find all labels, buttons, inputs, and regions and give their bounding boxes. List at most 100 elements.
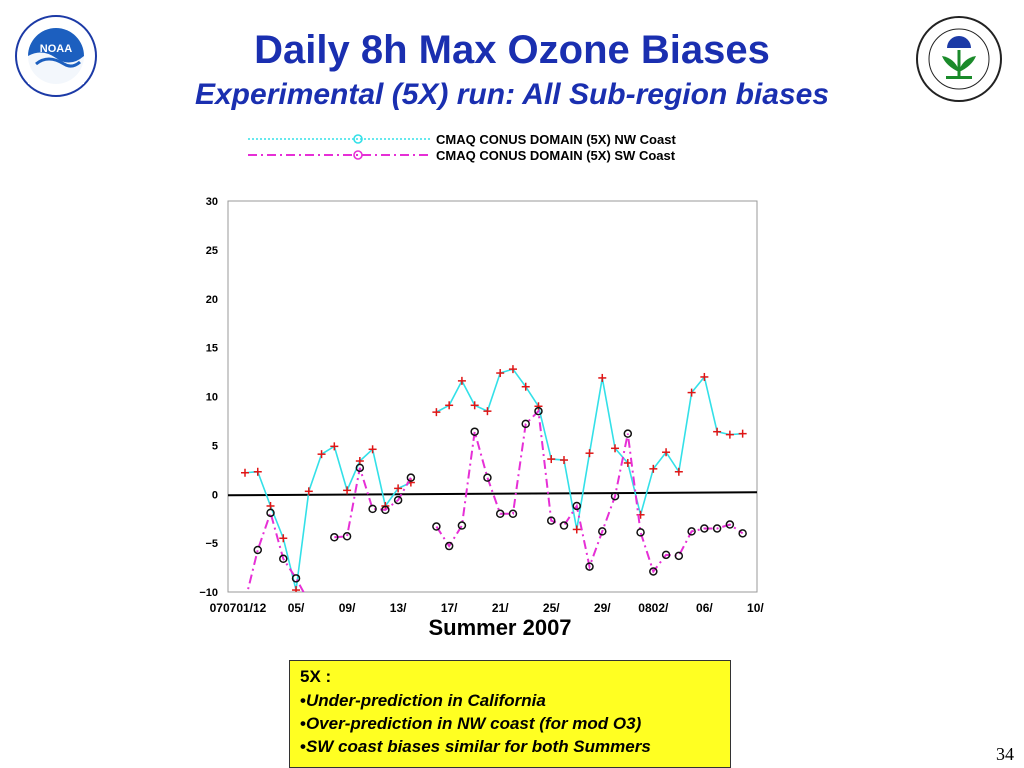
x-tick-label: 05/ [288, 601, 305, 615]
plus-marker [572, 525, 581, 534]
circle-marker [585, 562, 594, 571]
series-sw-coast [246, 406, 747, 605]
circle-marker [725, 520, 735, 529]
series-line [334, 467, 412, 539]
circle-marker [444, 541, 454, 551]
circle-marker [546, 516, 556, 525]
circle-marker [279, 554, 288, 564]
circle-marker [291, 574, 301, 583]
plus-marker [560, 456, 568, 465]
x-tick-label: 21/ [492, 601, 509, 615]
circle-marker [521, 419, 530, 429]
plus-marker [674, 467, 683, 476]
plus-marker [343, 486, 352, 495]
legend-label: CMAQ CONUS DOMAIN (5X) SW Coast [436, 148, 676, 163]
plus-marker [241, 468, 249, 477]
slide-subtitle: Experimental (5X) run: All Sub-region bi… [194, 78, 829, 111]
circle-marker [368, 504, 377, 514]
circle-marker [406, 473, 416, 482]
circle-marker [483, 473, 492, 482]
circle-marker [253, 545, 263, 555]
chart-series [227, 365, 758, 605]
y-tick-label: 15 [206, 343, 218, 355]
epa-logo [916, 16, 1002, 102]
plus-marker [457, 376, 466, 385]
page-number: 34 [996, 744, 1014, 764]
plus-marker [585, 449, 594, 458]
plus-marker [687, 388, 696, 397]
circle-marker [342, 532, 352, 541]
plus-marker [725, 430, 734, 439]
series-line [435, 408, 744, 574]
note-box: 5X : Under-prediction in California Over… [289, 660, 731, 768]
x-axis-caption: Summer 2007 [428, 615, 572, 640]
plus-marker [649, 464, 658, 473]
plus-marker [483, 407, 492, 416]
noaa-logo: NOAA [15, 15, 97, 97]
plus-marker [445, 401, 454, 410]
plus-marker [470, 401, 479, 410]
circle-marker [636, 528, 645, 537]
circle-marker [649, 567, 658, 576]
noaa-logo-text: NOAA [40, 43, 72, 55]
plus-marker [304, 487, 313, 496]
plus-marker [496, 369, 505, 378]
plus-marker [713, 427, 722, 436]
plus-marker [330, 442, 339, 451]
y-tick-label: 0 [212, 489, 218, 501]
plus-marker [623, 458, 632, 467]
plus-marker [700, 372, 709, 381]
circle-marker [470, 427, 479, 436]
series-nw-coast [241, 365, 747, 592]
plus-marker [662, 448, 671, 457]
note-heading: 5X : [300, 667, 332, 686]
circle-marker [457, 521, 467, 530]
note-list: Under-prediction in California Over-pred… [300, 689, 720, 758]
circle-marker [700, 524, 709, 533]
circle-marker [330, 533, 339, 542]
series-line [244, 445, 412, 591]
circle-marker [495, 509, 505, 519]
plus-marker [253, 467, 262, 476]
x-tick-label: 06/ [696, 601, 713, 615]
plus-marker [611, 444, 620, 453]
circle-marker [572, 501, 582, 511]
circle-marker [508, 509, 518, 519]
plus-marker [547, 455, 556, 464]
plus-marker [317, 450, 326, 459]
circle-marker [534, 406, 543, 416]
y-tick-label: 10 [206, 392, 218, 404]
circle-marker [738, 529, 747, 538]
y-tick-label: 25 [206, 245, 218, 257]
plus-marker [368, 445, 377, 454]
circle-marker [432, 522, 441, 531]
circle-marker [610, 491, 620, 501]
y-tick-label: 5 [212, 440, 218, 452]
circle-marker [598, 527, 607, 536]
legend-marker [353, 150, 363, 160]
circle-marker [687, 527, 696, 536]
x-tick-label: 17/ [441, 601, 458, 615]
y-tick-label: 20 [206, 294, 218, 306]
note-bullet: Over-prediction in NW coast (for mod O3) [300, 712, 720, 735]
note-bullet: Under-prediction in California [300, 689, 720, 712]
x-tick-label: 070701/12 [210, 601, 267, 615]
circle-marker [305, 598, 312, 605]
series-line [246, 509, 305, 592]
circle-marker [661, 550, 671, 560]
circle-marker [559, 521, 569, 530]
plus-marker [534, 402, 543, 411]
slide-title: Daily 8h Max Ozone Biases [254, 28, 770, 72]
x-tick-label: 13/ [390, 601, 407, 615]
x-tick-label: 09/ [339, 601, 356, 615]
plus-marker [738, 429, 747, 438]
x-tick-label: 25/ [543, 601, 560, 615]
plus-marker [432, 408, 441, 417]
x-tick-label: 0802/ [638, 601, 669, 615]
circle-marker [393, 495, 403, 505]
y-tick-label: −10 [199, 587, 218, 599]
note-bullet: SW coast biases similar for both Summers [300, 735, 720, 758]
legend-marker [353, 134, 363, 144]
